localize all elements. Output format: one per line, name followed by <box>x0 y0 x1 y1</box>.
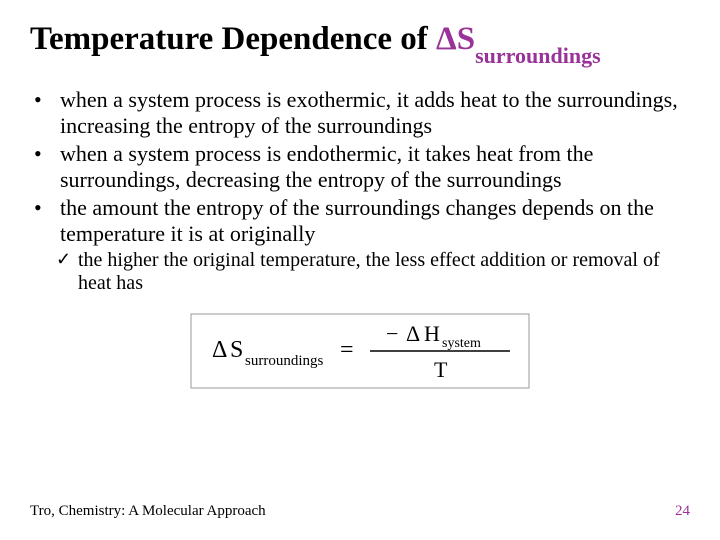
bullet-item: when a system process is exothermic, it … <box>60 87 690 139</box>
svg-text:Δ: Δ <box>212 337 227 363</box>
equation-block: Δ S surroundings = − Δ H system T <box>30 313 690 394</box>
footer-citation: Tro, Chemistry: A Molecular Approach <box>30 503 266 520</box>
svg-text:−: − <box>386 321 398 346</box>
slide-title: Temperature Dependence of ΔSsurroundings <box>30 20 690 63</box>
svg-text:surroundings: surroundings <box>245 353 323 369</box>
sub-bullet-item: the higher the original temperature, the… <box>78 249 690 295</box>
svg-text:=: = <box>340 337 354 363</box>
svg-text:Δ: Δ <box>406 321 420 346</box>
bullet-item: when a system process is endothermic, it… <box>60 141 690 193</box>
title-symbol: S <box>457 21 475 57</box>
svg-text:S: S <box>230 337 243 363</box>
bullet-text: when a system process is exothermic, it … <box>60 87 678 138</box>
svg-text:H: H <box>424 321 440 346</box>
main-bullets: when a system process is exothermic, it … <box>30 87 690 295</box>
bullet-text: when a system process is endothermic, it… <box>60 141 593 192</box>
title-delta: Δ <box>436 21 457 57</box>
equation-svg: Δ S surroundings = − Δ H system T <box>190 313 530 389</box>
slide-footer: Tro, Chemistry: A Molecular Approach 24 <box>30 503 690 520</box>
sub-bullets: the higher the original temperature, the… <box>60 249 690 295</box>
svg-text:system: system <box>442 336 481 351</box>
svg-text:T: T <box>434 357 448 382</box>
title-prefix: Temperature Dependence of <box>30 21 436 57</box>
bullet-text: the amount the entropy of the surroundin… <box>60 195 654 246</box>
sub-bullet-text: the higher the original temperature, the… <box>78 249 660 294</box>
title-subscript: surroundings <box>475 43 601 68</box>
page-number: 24 <box>675 503 690 520</box>
bullet-item: the amount the entropy of the surroundin… <box>60 195 690 295</box>
